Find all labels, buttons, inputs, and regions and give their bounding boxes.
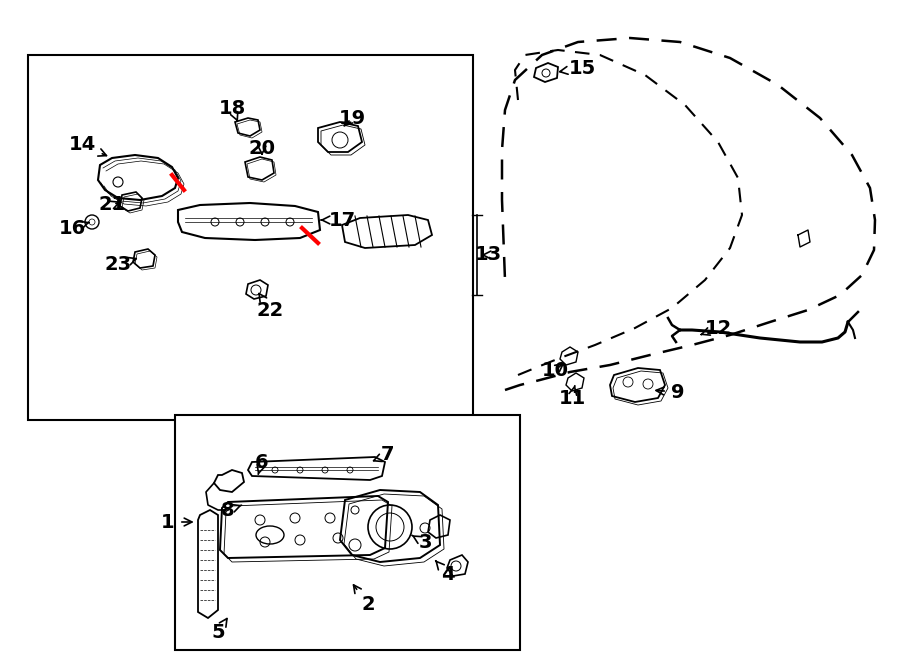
Text: 6: 6 xyxy=(256,453,269,475)
Text: 2: 2 xyxy=(354,585,374,615)
Text: 4: 4 xyxy=(436,561,454,584)
Text: 23: 23 xyxy=(104,256,136,274)
Text: 1: 1 xyxy=(161,512,192,531)
Text: 14: 14 xyxy=(68,136,106,156)
Bar xyxy=(175,415,520,650)
Text: 9: 9 xyxy=(656,383,685,401)
Text: 12: 12 xyxy=(701,319,732,338)
Text: 10: 10 xyxy=(542,360,569,379)
Text: 7: 7 xyxy=(374,446,395,465)
Text: 5: 5 xyxy=(212,619,227,641)
Text: 19: 19 xyxy=(338,108,365,128)
Text: 13: 13 xyxy=(474,245,501,264)
Text: 8: 8 xyxy=(221,500,241,520)
Text: 11: 11 xyxy=(558,385,586,407)
Text: 22: 22 xyxy=(256,293,284,319)
Bar xyxy=(28,55,473,420)
Text: 18: 18 xyxy=(219,98,246,121)
Text: 20: 20 xyxy=(248,139,275,157)
Text: 15: 15 xyxy=(560,59,596,77)
Text: 16: 16 xyxy=(58,219,89,237)
Text: 17: 17 xyxy=(321,210,356,229)
Text: 3: 3 xyxy=(412,533,432,553)
Text: 21: 21 xyxy=(98,196,126,215)
